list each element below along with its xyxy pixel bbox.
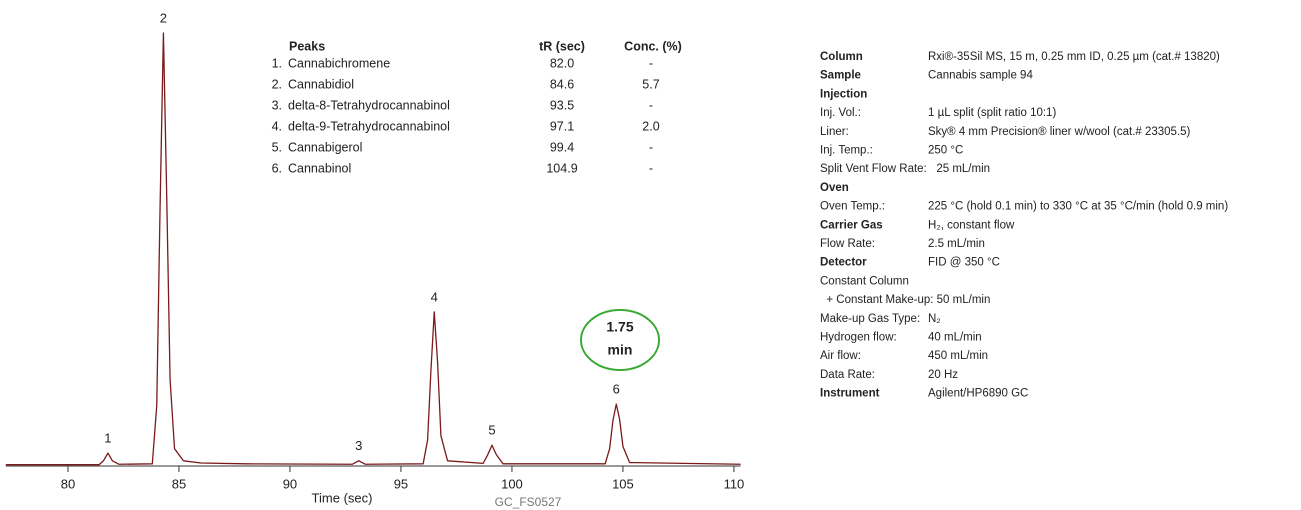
table-cell: Cannabigerol bbox=[288, 140, 362, 154]
table-cell: 99.4 bbox=[550, 140, 574, 154]
table-cell: - bbox=[649, 161, 653, 175]
x-tick-label: 100 bbox=[501, 476, 523, 491]
figure-code: GC_FS0527 bbox=[495, 495, 562, 509]
condition-value: Rxi®-35Sil MS, 15 m, 0.25 mm ID, 0.25 µm… bbox=[928, 51, 1220, 63]
condition-value: Sky® 4 mm Precision® liner w/wool (cat.#… bbox=[928, 126, 1191, 138]
x-tick-label: 80 bbox=[61, 476, 75, 491]
condition-label: Data Rate: bbox=[820, 369, 875, 381]
table-header: Conc. (%) bbox=[624, 39, 682, 53]
table-cell: Cannabinol bbox=[288, 161, 351, 175]
condition-value: 2.5 mL/min bbox=[928, 238, 985, 250]
x-tick-label: 85 bbox=[172, 476, 186, 491]
table-cell: 2. bbox=[272, 77, 282, 91]
table-cell: 6. bbox=[272, 161, 282, 175]
peak-label: 4 bbox=[431, 289, 438, 304]
condition-label: Column bbox=[820, 51, 863, 63]
table-cell: - bbox=[649, 98, 653, 112]
condition-label: Carrier Gas bbox=[820, 219, 883, 231]
table-cell: 93.5 bbox=[550, 98, 574, 112]
peak-label: 1 bbox=[104, 430, 111, 445]
condition-label: Air flow: bbox=[820, 350, 861, 362]
peak-label: 3 bbox=[355, 438, 362, 453]
condition-value: Agilent/HP6890 GC bbox=[928, 388, 1028, 400]
table-cell: delta-9-Tetrahydrocannabinol bbox=[288, 119, 450, 133]
table-header: Peaks bbox=[289, 39, 325, 53]
condition-value: N₂ bbox=[928, 313, 941, 325]
table-cell: 4. bbox=[272, 119, 282, 133]
condition-value: FID @ 350 °C bbox=[928, 257, 1000, 269]
table-cell: 97.1 bbox=[550, 119, 574, 133]
condition-label: Inj. Vol.: bbox=[820, 107, 861, 119]
peak-label: 6 bbox=[613, 382, 620, 397]
condition-label: Inj. Temp.: bbox=[820, 145, 873, 157]
table-cell: 104.9 bbox=[546, 161, 577, 175]
condition-value: H₂, constant flow bbox=[928, 219, 1015, 231]
condition-value: 250 °C bbox=[928, 145, 963, 157]
condition-label: Flow Rate: bbox=[820, 238, 875, 250]
table-cell: 3. bbox=[272, 98, 282, 112]
table-cell: Cannabichromene bbox=[288, 56, 390, 70]
condition-label: Detector bbox=[820, 257, 867, 269]
table-cell: 2.0 bbox=[642, 119, 659, 133]
x-axis-label: Time (sec) bbox=[312, 490, 373, 505]
condition-label: + Constant Make-up: 50 mL/min bbox=[820, 294, 990, 306]
condition-value: 1 µL split (split ratio 10:1) bbox=[928, 107, 1056, 119]
condition-label: Oven Temp.: bbox=[820, 201, 885, 213]
condition-value: Cannabis sample 94 bbox=[928, 70, 1033, 82]
x-tick-label: 105 bbox=[612, 476, 634, 491]
x-tick-label: 95 bbox=[394, 476, 408, 491]
peak-label: 2 bbox=[160, 10, 167, 25]
table-cell: 5. bbox=[272, 140, 282, 154]
table-cell: 5.7 bbox=[642, 77, 659, 91]
x-tick-label: 90 bbox=[283, 476, 297, 491]
time-badge bbox=[580, 309, 660, 371]
x-tick-label: 110 bbox=[724, 476, 745, 491]
condition-value: 40 mL/min bbox=[928, 332, 982, 344]
chromatogram-trace bbox=[5, 32, 741, 466]
condition-label: Constant Column bbox=[820, 275, 909, 287]
table-cell: Cannabidiol bbox=[288, 77, 354, 91]
condition-label: Injection bbox=[820, 88, 867, 100]
condition-label: Make-up Gas Type: bbox=[820, 313, 920, 325]
condition-label: Liner: bbox=[820, 126, 849, 138]
condition-value: 20 Hz bbox=[928, 369, 958, 381]
peak-label: 5 bbox=[488, 423, 495, 438]
condition-value: 225 °C (hold 0.1 min) to 330 °C at 35 °C… bbox=[928, 201, 1228, 213]
table-cell: 84.6 bbox=[550, 77, 574, 91]
table-cell: 82.0 bbox=[550, 56, 574, 70]
table-cell: delta-8-Tetrahydrocannabinol bbox=[288, 98, 450, 112]
condition-label: Instrument bbox=[820, 388, 880, 400]
condition-label: Hydrogen flow: bbox=[820, 332, 897, 344]
badge-text: min bbox=[608, 342, 633, 358]
table-cell: - bbox=[649, 140, 653, 154]
condition-value: 450 mL/min bbox=[928, 350, 988, 362]
condition-label: Sample bbox=[820, 70, 861, 82]
table-cell: 1. bbox=[272, 56, 282, 70]
badge-text: 1.75 bbox=[606, 319, 633, 335]
table-cell: - bbox=[649, 56, 653, 70]
condition-label: Oven bbox=[820, 182, 849, 194]
table-header: tR (sec) bbox=[539, 39, 585, 53]
condition-label: Split Vent Flow Rate: 25 mL/min bbox=[820, 163, 990, 175]
